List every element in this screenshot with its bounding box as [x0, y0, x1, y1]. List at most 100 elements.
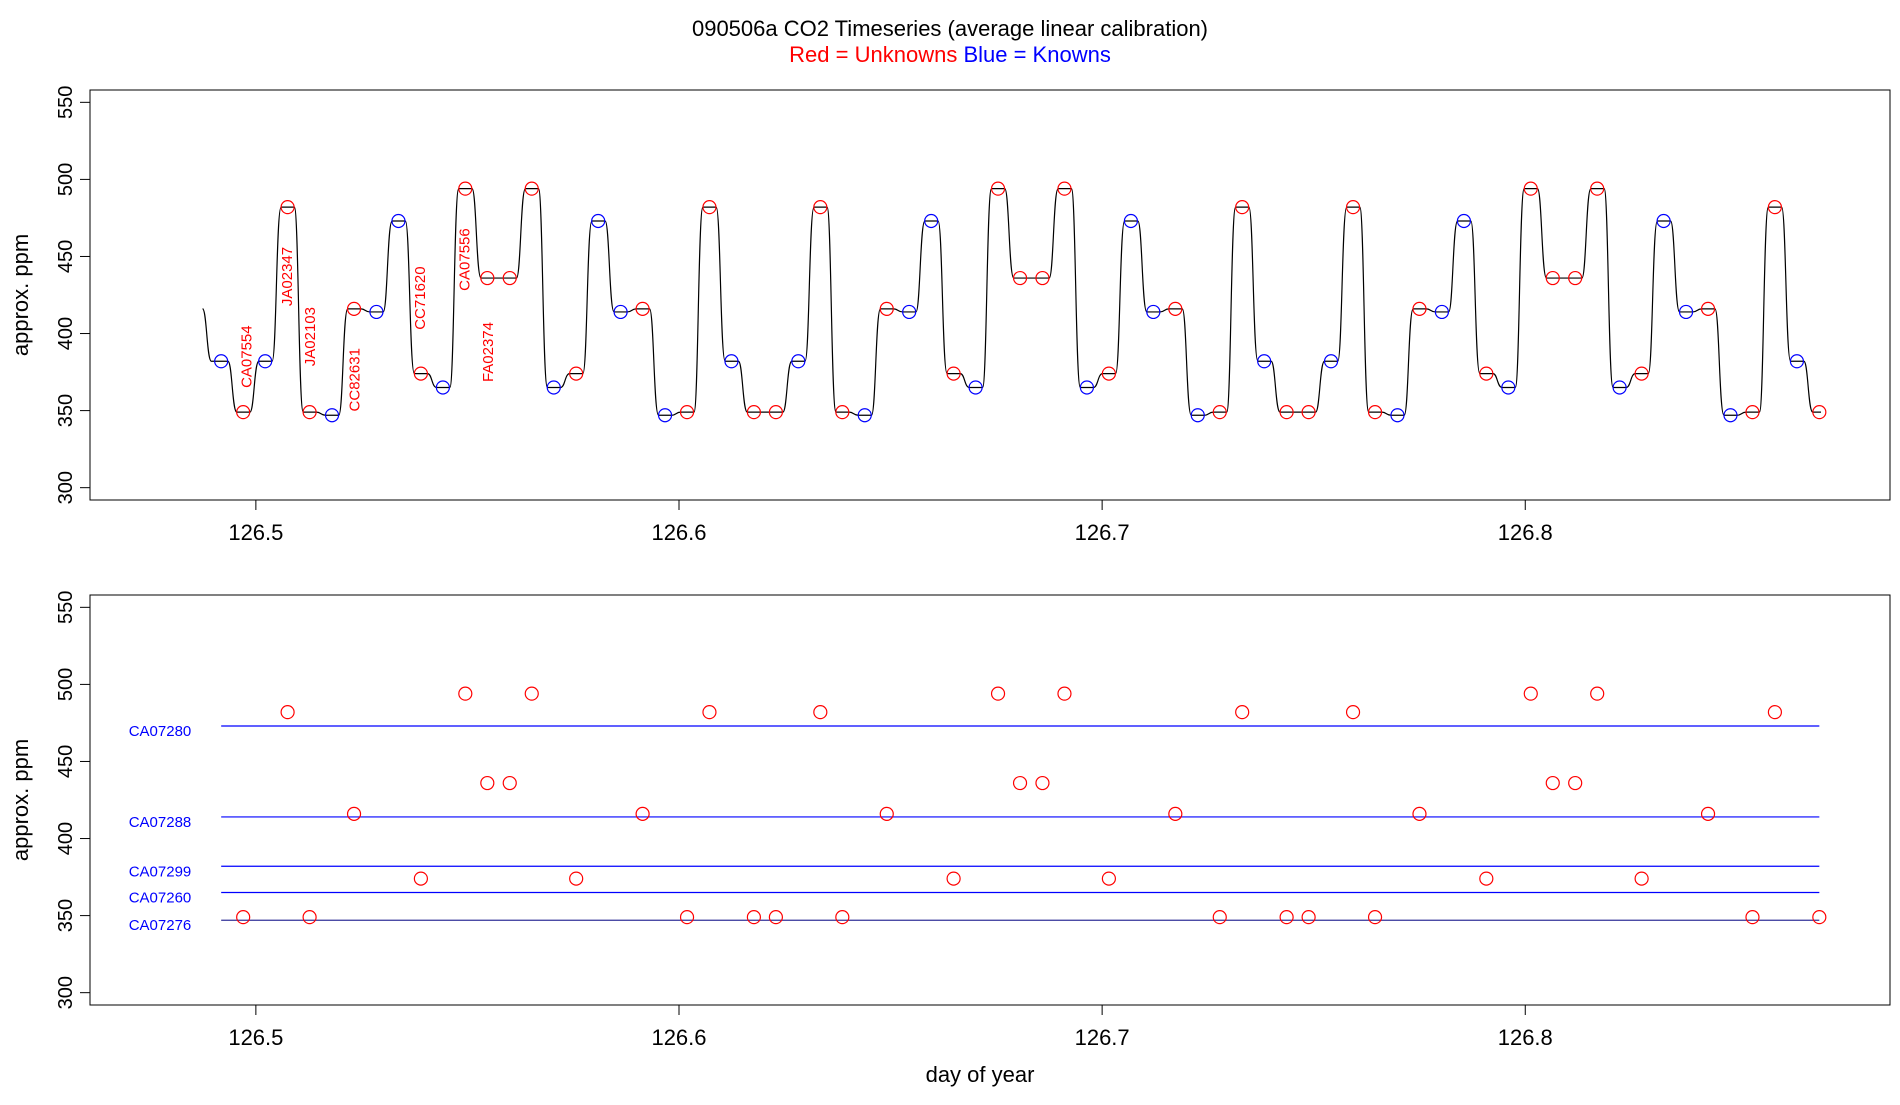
known-point	[1678, 304, 1694, 320]
chart-legend: Red = Unknowns Blue = Knowns	[789, 42, 1111, 67]
y-tick-label: 550	[55, 591, 77, 624]
unknown-point	[480, 270, 495, 286]
unknown-point	[702, 200, 717, 215]
unknown-point	[1590, 686, 1605, 701]
y-axis-label: approx. ppm	[8, 739, 33, 861]
unknown-point	[346, 806, 362, 821]
y-tick-label: 400	[55, 317, 77, 350]
sample-id-annotation: JA02103	[302, 307, 319, 366]
unknown-point	[1101, 871, 1116, 886]
x-tick-label: 126.5	[228, 1025, 283, 1050]
unknown-point	[1101, 366, 1116, 381]
y-axis-label: approx. ppm	[8, 234, 33, 356]
unknown-point	[302, 405, 317, 420]
unknown-point	[302, 910, 317, 925]
unknown-point	[946, 366, 961, 381]
y-tick-label: 550	[55, 86, 77, 119]
unknown-point	[1568, 775, 1583, 791]
y-tick-label: 300	[55, 976, 77, 1009]
y-tick-label: 350	[55, 394, 77, 427]
y-tick-label: 400	[55, 822, 77, 855]
unknown-point	[502, 775, 517, 791]
unknown-point	[1168, 301, 1183, 316]
unknown-point	[813, 200, 828, 215]
known-point	[1612, 380, 1627, 395]
unknown-point	[702, 705, 717, 720]
unknown-point	[635, 806, 650, 821]
known-point	[369, 304, 384, 320]
unknown-point	[524, 686, 539, 701]
unknown-point	[768, 405, 783, 420]
unknown-point	[1168, 806, 1183, 821]
x-tick-label: 126.5	[228, 520, 283, 545]
known-point	[546, 380, 561, 395]
legend-unknowns: Red = Unknowns	[789, 42, 957, 67]
known-point	[657, 408, 673, 423]
known-point	[857, 408, 872, 423]
unknown-point	[458, 686, 473, 701]
unknown-point	[280, 200, 295, 215]
unknown-point	[236, 910, 251, 925]
y-tick-label: 300	[55, 471, 77, 504]
sample-id-annotation: CC82631	[347, 348, 364, 411]
unknown-point	[413, 366, 428, 381]
legend-knowns: Blue = Knowns	[963, 42, 1110, 67]
unknown-point	[346, 301, 362, 316]
unknown-point	[1745, 405, 1760, 420]
known-point	[724, 354, 739, 369]
chart-title: 090506a CO2 Timeseries (average linear c…	[692, 16, 1208, 41]
sample-id-annotation: CA07556	[457, 228, 474, 291]
known-point	[1257, 354, 1272, 369]
unknown-point	[1301, 405, 1316, 420]
unknown-point	[1568, 270, 1583, 286]
unknown-point	[879, 301, 894, 316]
unknown-point	[1345, 200, 1361, 215]
unknown-point	[280, 705, 295, 720]
x-tick-label: 126.7	[1075, 1025, 1130, 1050]
y-tick-label: 500	[55, 163, 77, 196]
sample-id-annotation: CC71620	[412, 266, 429, 329]
unknown-point	[1812, 405, 1827, 420]
known-point	[924, 213, 939, 229]
unknown-point	[1345, 705, 1361, 720]
unknown-point	[1767, 705, 1783, 720]
known-point	[1656, 213, 1671, 229]
x-tick-label: 126.8	[1498, 520, 1553, 545]
unknown-point	[990, 181, 1006, 196]
top-panel: 300 350 400 450 500 550 126.5 126.6 126.7 126.8 ap…	[8, 86, 1891, 545]
known-point	[435, 380, 450, 395]
known-point	[902, 304, 917, 320]
known-point	[1434, 304, 1450, 320]
unknown-point	[1412, 301, 1427, 316]
unknown-point	[1012, 775, 1028, 791]
known-point	[214, 354, 229, 369]
unknown-point	[1700, 301, 1716, 316]
unknown-point	[1812, 910, 1827, 925]
unknown-point	[1545, 775, 1560, 791]
known-point	[613, 304, 628, 320]
sample-id-annotation: JA02347	[279, 247, 296, 306]
unknown-point	[1057, 686, 1072, 701]
unknown-point	[879, 806, 894, 821]
y-tick-label: 450	[55, 240, 77, 273]
unknown-point	[1279, 405, 1294, 420]
x-tick-label: 126.6	[651, 1025, 706, 1050]
plot-frame	[89, 594, 1891, 1006]
known-point	[1146, 304, 1161, 320]
known-point	[1190, 408, 1205, 423]
known-point	[1323, 354, 1339, 369]
known-point	[324, 408, 340, 423]
unknown-point	[1767, 200, 1783, 215]
unknown-point	[1479, 366, 1494, 381]
unknown-point	[835, 405, 850, 420]
known-point	[791, 354, 806, 369]
sample-id-annotation: CA07554	[239, 325, 256, 388]
x-tick-label: 126.6	[651, 520, 706, 545]
known-point	[1390, 408, 1405, 423]
unknown-point	[1590, 181, 1605, 196]
sample-id-annotation: FA02374	[480, 322, 497, 382]
unknown-point	[458, 181, 473, 196]
unknown-point	[1745, 910, 1760, 925]
